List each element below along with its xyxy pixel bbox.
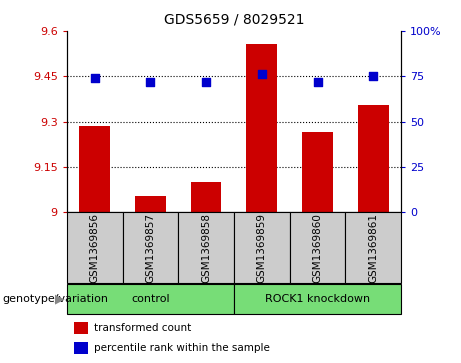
Text: genotype/variation: genotype/variation xyxy=(2,294,108,304)
Bar xyxy=(345,212,401,283)
Bar xyxy=(191,182,221,212)
Text: GSM1369858: GSM1369858 xyxy=(201,213,211,283)
Bar xyxy=(79,126,110,212)
Bar xyxy=(178,212,234,283)
Text: ▶: ▶ xyxy=(55,293,65,306)
Bar xyxy=(67,284,234,314)
Text: transformed count: transformed count xyxy=(94,323,191,333)
Bar xyxy=(234,284,401,314)
Bar xyxy=(247,44,277,212)
Text: control: control xyxy=(131,294,170,304)
Point xyxy=(258,72,266,77)
Bar xyxy=(234,212,290,283)
Text: GSM1369860: GSM1369860 xyxy=(313,213,323,283)
Point xyxy=(314,79,321,85)
Bar xyxy=(73,342,88,354)
Text: GSM1369857: GSM1369857 xyxy=(145,213,155,283)
Bar xyxy=(123,212,178,283)
Bar xyxy=(135,196,165,212)
Point xyxy=(91,75,98,81)
Text: GSM1369859: GSM1369859 xyxy=(257,213,267,283)
Text: ROCK1 knockdown: ROCK1 knockdown xyxy=(265,294,370,304)
Text: GSM1369856: GSM1369856 xyxy=(90,213,100,283)
Point xyxy=(202,79,210,85)
Bar xyxy=(290,212,345,283)
Text: percentile rank within the sample: percentile rank within the sample xyxy=(94,343,270,353)
Bar xyxy=(67,212,123,283)
Point xyxy=(147,79,154,85)
Bar xyxy=(358,105,389,212)
Bar xyxy=(73,322,88,334)
Point xyxy=(370,73,377,79)
Title: GDS5659 / 8029521: GDS5659 / 8029521 xyxy=(164,13,304,27)
Text: GSM1369861: GSM1369861 xyxy=(368,213,378,283)
Bar xyxy=(302,132,333,212)
